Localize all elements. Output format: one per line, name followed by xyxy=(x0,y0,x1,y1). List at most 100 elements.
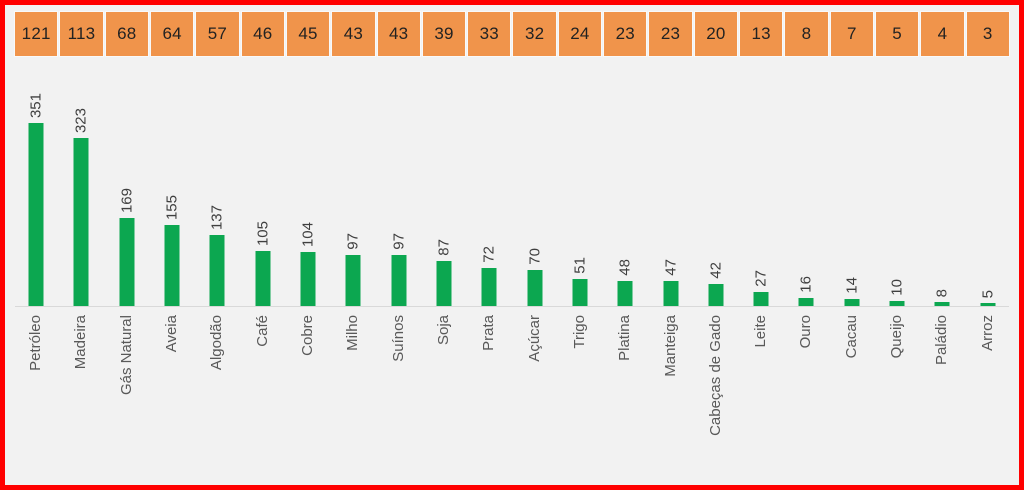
bar xyxy=(28,123,44,306)
bar-value-label: 47 xyxy=(662,259,680,276)
bar-column: 27 xyxy=(740,56,782,306)
header-value-box: 32 xyxy=(513,12,556,56)
header-value: 43 xyxy=(389,24,409,43)
bar-column: 5 xyxy=(967,56,1009,306)
category-label-cell: Ouro xyxy=(785,315,827,485)
category-label: Platina xyxy=(616,315,634,361)
header-value: 57 xyxy=(207,24,228,43)
bar xyxy=(753,292,769,306)
category-label: Soja xyxy=(434,315,452,346)
header-value: 24 xyxy=(570,24,590,43)
category-label-cell: Milho xyxy=(332,315,374,485)
category-label-cell: Arroz xyxy=(967,315,1009,485)
category-label: Trigo xyxy=(570,315,588,349)
category-label-cell: Aveia xyxy=(151,315,193,485)
header-value-box: 43 xyxy=(332,12,375,56)
header-value: 121 xyxy=(21,24,51,43)
category-label: Gás Natural xyxy=(117,315,135,396)
bar-value-label: 10 xyxy=(888,279,906,296)
plot-area: 351 323 169 155 137 105 104 97 97 87 72 xyxy=(5,56,1019,306)
category-label-cell: Açúcar xyxy=(513,315,555,485)
header-value: 68 xyxy=(117,24,137,43)
category-label: Milho xyxy=(344,315,362,351)
bar-column: 97 xyxy=(378,56,420,306)
category-label-cell: Petróleo xyxy=(15,315,57,485)
header-value: 113 xyxy=(67,24,96,43)
header-value-box: 4 xyxy=(921,12,964,56)
header-value-box: 23 xyxy=(649,12,692,56)
category-label-cell: Cabeças de Gado xyxy=(695,315,737,485)
category-label-cell: Prata xyxy=(468,315,510,485)
bar xyxy=(889,301,905,306)
category-label: Cabeças de Gado xyxy=(706,315,724,436)
x-axis-line xyxy=(15,306,1009,307)
bar-column: 137 xyxy=(196,56,238,306)
category-label: Cobre xyxy=(299,315,317,356)
bar-value-label: 105 xyxy=(254,220,272,246)
header-value-row: 121 113 68 64 57 46 45 43 43 39 33 32 24… xyxy=(5,5,1019,56)
header-value-box: 33 xyxy=(468,12,511,56)
category-label-cell: Café xyxy=(242,315,284,485)
bar xyxy=(300,252,316,306)
category-label-cell: Trigo xyxy=(559,315,601,485)
bar-column: 14 xyxy=(831,56,873,306)
header-value: 46 xyxy=(253,24,273,43)
category-label-cell: Gás Natural xyxy=(106,315,148,485)
header-value-box: 68 xyxy=(105,12,148,56)
bar-value-label: 155 xyxy=(163,194,181,220)
header-value: 64 xyxy=(162,24,182,43)
bar-column: 155 xyxy=(151,56,193,306)
category-label: Arroz xyxy=(978,315,996,351)
category-label-cell: Platina xyxy=(604,315,646,485)
bar-value-label: 169 xyxy=(118,187,136,213)
bar-value-label: 97 xyxy=(390,233,408,250)
header-value-box: 20 xyxy=(694,12,737,56)
bar xyxy=(119,218,135,306)
bar xyxy=(255,251,271,306)
category-label-cell: Madeira xyxy=(60,315,102,485)
bar-value-label: 27 xyxy=(752,270,770,287)
header-value: 4 xyxy=(937,24,948,43)
bar-value-label: 42 xyxy=(707,262,725,279)
header-value-box: 46 xyxy=(241,12,284,56)
header-value: 33 xyxy=(479,24,499,43)
header-value-box: 64 xyxy=(150,12,194,56)
bar-value-label: 48 xyxy=(616,259,634,276)
header-value-box: 24 xyxy=(558,12,602,56)
bar xyxy=(73,138,89,306)
header-value: 23 xyxy=(660,24,681,43)
header-value: 45 xyxy=(298,24,318,43)
header-value: 39 xyxy=(434,24,454,43)
bar xyxy=(798,298,814,306)
category-label: Manteiga xyxy=(661,315,679,377)
category-label: Algodão xyxy=(208,315,226,371)
header-value: 3 xyxy=(982,24,993,43)
bar-column: 87 xyxy=(423,56,465,306)
category-label: Açúcar xyxy=(525,315,543,362)
bar xyxy=(527,270,543,306)
bar-value-label: 87 xyxy=(435,239,453,256)
bar xyxy=(708,284,724,306)
bar xyxy=(164,225,180,306)
bar xyxy=(209,235,225,306)
header-value: 7 xyxy=(846,24,857,43)
header-value-box: 43 xyxy=(377,12,420,56)
header-value: 43 xyxy=(343,24,363,43)
bar-value-label: 323 xyxy=(72,107,90,133)
category-label-cell: Queijo xyxy=(876,315,918,485)
header-value: 13 xyxy=(751,24,771,43)
category-label: Cacau xyxy=(842,315,860,359)
category-label-cell: Cobre xyxy=(287,315,329,485)
bar-column: 8 xyxy=(921,56,963,306)
category-label: Prata xyxy=(480,315,498,351)
category-label: Leite xyxy=(752,315,770,348)
bar-value-label: 51 xyxy=(571,257,589,274)
bar xyxy=(481,268,497,306)
category-label-cell: Suínos xyxy=(378,315,420,485)
bar-value-label: 137 xyxy=(208,204,226,230)
header-value: 20 xyxy=(706,24,726,43)
category-label-cell: Cacau xyxy=(831,315,873,485)
bar-column: 42 xyxy=(695,56,737,306)
header-value-box: 5 xyxy=(875,12,919,56)
category-label-row: Petróleo Madeira Gás Natural Aveia Algod… xyxy=(5,307,1019,485)
